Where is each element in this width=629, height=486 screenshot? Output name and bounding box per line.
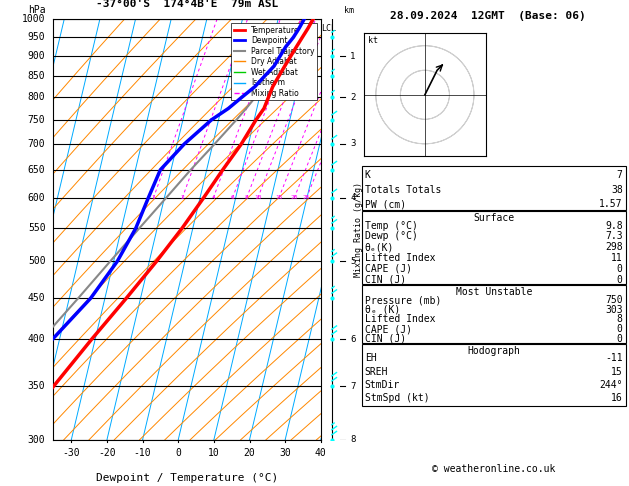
Text: 300: 300 [28,435,45,445]
Text: θₑ (K): θₑ (K) [365,305,400,315]
Text: -11: -11 [605,353,623,364]
Text: 6: 6 [231,195,235,200]
Text: K: K [365,170,370,180]
Text: 20: 20 [291,195,298,200]
Text: θₑ(K): θₑ(K) [365,242,394,252]
Text: 0: 0 [617,275,623,284]
Text: 6: 6 [350,335,355,344]
Text: 950: 950 [28,33,45,42]
Text: 7: 7 [350,382,355,391]
Text: 4: 4 [350,193,355,202]
Text: 9.8: 9.8 [605,221,623,231]
Text: © weatheronline.co.uk: © weatheronline.co.uk [432,464,555,474]
Text: -37°00'S  174°4B'E  79m ASL: -37°00'S 174°4B'E 79m ASL [96,0,278,9]
Text: 2: 2 [181,195,184,200]
Text: Lifted Index: Lifted Index [365,314,435,325]
Text: 28.09.2024  12GMT  (Base: 06): 28.09.2024 12GMT (Base: 06) [389,11,586,21]
Text: 0: 0 [617,264,623,274]
Text: 3: 3 [350,139,355,149]
Text: 450: 450 [28,293,45,303]
Text: CIN (J): CIN (J) [365,334,406,344]
Text: Pressure (mb): Pressure (mb) [365,295,441,305]
Text: 500: 500 [28,257,45,266]
Text: 40: 40 [315,448,326,458]
Text: 0: 0 [617,334,623,344]
Text: 1: 1 [350,52,355,61]
Text: 750: 750 [605,295,623,305]
Text: kt: kt [369,36,379,45]
Text: Lifted Index: Lifted Index [365,253,435,263]
Text: Most Unstable: Most Unstable [455,287,532,297]
Text: 350: 350 [28,381,45,391]
Text: Mixing Ratio (g/kg): Mixing Ratio (g/kg) [354,182,363,277]
Text: 15: 15 [611,367,623,377]
Text: Totals Totals: Totals Totals [365,185,441,195]
Text: 298: 298 [605,242,623,252]
Text: SREH: SREH [365,367,388,377]
Text: 7: 7 [617,170,623,180]
Text: km: km [344,6,354,15]
Text: 20: 20 [243,448,255,458]
Text: StmDir: StmDir [365,380,400,390]
Text: 8: 8 [350,435,355,444]
Text: 4: 4 [211,195,215,200]
Text: 650: 650 [28,165,45,175]
Text: Surface: Surface [473,213,515,223]
Text: 10: 10 [208,448,220,458]
Text: CIN (J): CIN (J) [365,275,406,284]
Text: 1.57: 1.57 [599,199,623,209]
Text: 550: 550 [28,223,45,233]
Text: PW (cm): PW (cm) [365,199,406,209]
Text: 750: 750 [28,115,45,125]
Text: 8: 8 [245,195,248,200]
Legend: Temperature, Dewpoint, Parcel Trajectory, Dry Adiabat, Wet Adiabat, Isotherm, Mi: Temperature, Dewpoint, Parcel Trajectory… [231,23,317,100]
Text: 7.3: 7.3 [605,231,623,242]
Text: 700: 700 [28,139,45,149]
Text: -30: -30 [62,448,80,458]
Text: Dewpoint / Temperature (°C): Dewpoint / Temperature (°C) [96,473,278,484]
Text: LCL: LCL [321,24,337,33]
Text: -10: -10 [134,448,152,458]
Text: 25: 25 [303,195,310,200]
Text: Temp (°C): Temp (°C) [365,221,418,231]
Text: hPa: hPa [28,5,45,15]
Text: 15: 15 [275,195,282,200]
Text: 800: 800 [28,92,45,103]
Text: Dewp (°C): Dewp (°C) [365,231,418,242]
Text: 38: 38 [611,185,623,195]
Text: 850: 850 [28,71,45,81]
Text: 303: 303 [605,305,623,315]
Text: 16: 16 [611,394,623,403]
Text: EH: EH [365,353,377,364]
Text: 30: 30 [279,448,291,458]
Text: 11: 11 [611,253,623,263]
Text: 1000: 1000 [22,15,45,24]
Text: StmSpd (kt): StmSpd (kt) [365,394,430,403]
Text: 1: 1 [152,195,155,200]
Text: 2: 2 [350,93,355,102]
Text: 5: 5 [350,257,355,266]
Text: Hodograph: Hodograph [467,346,520,356]
Text: 8: 8 [617,314,623,325]
Text: 400: 400 [28,334,45,345]
Text: 900: 900 [28,51,45,61]
Text: 600: 600 [28,193,45,203]
Text: 244°: 244° [599,380,623,390]
Text: 0: 0 [175,448,181,458]
Text: -20: -20 [98,448,116,458]
Text: 10: 10 [254,195,262,200]
Text: CAPE (J): CAPE (J) [365,264,412,274]
Text: 0: 0 [617,324,623,334]
Text: CAPE (J): CAPE (J) [365,324,412,334]
